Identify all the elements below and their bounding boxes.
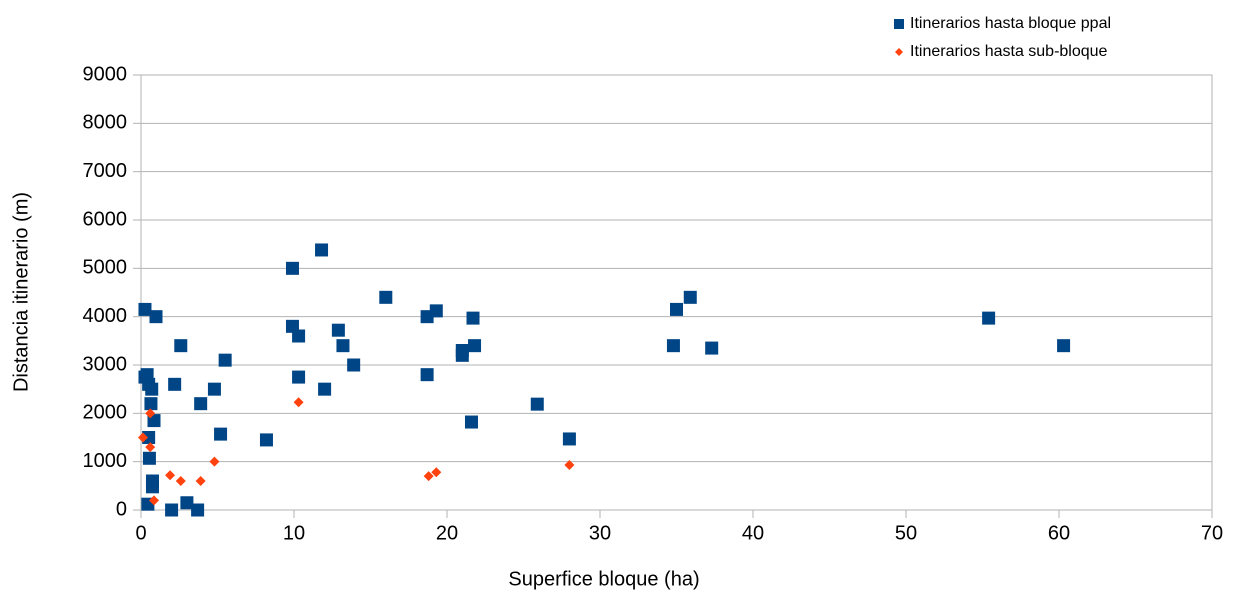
x-tick-label: 40 [742, 522, 764, 544]
point [292, 370, 306, 384]
x-tick-label: 10 [283, 522, 305, 544]
point [455, 344, 469, 357]
point [468, 339, 482, 353]
point [149, 495, 160, 506]
point [142, 451, 156, 465]
point [347, 358, 361, 372]
legend-marker [895, 48, 903, 56]
point [423, 471, 434, 482]
x-axis-label: Superfice bloque (ha) [508, 568, 699, 590]
point [705, 341, 719, 355]
point [145, 382, 159, 396]
point [431, 467, 442, 478]
point [174, 339, 188, 353]
point [285, 261, 299, 275]
point [683, 290, 697, 304]
point [145, 408, 156, 419]
point [562, 432, 576, 446]
point [331, 323, 345, 337]
point [292, 329, 306, 343]
point [466, 311, 480, 325]
point [180, 496, 194, 510]
point [670, 302, 683, 316]
point [259, 433, 273, 447]
point [464, 415, 478, 429]
point [144, 397, 158, 411]
y-tick-label: 2000 [83, 402, 128, 424]
plot-frame [140, 74, 1213, 511]
point [214, 427, 228, 441]
point [530, 397, 544, 411]
point [1057, 339, 1071, 353]
y-tick-label: 9000 [83, 63, 128, 85]
point [194, 397, 208, 411]
point [209, 456, 220, 467]
legend-marker [894, 19, 904, 29]
y-tick-label: 7000 [83, 160, 128, 182]
x-tick-label: 70 [1201, 522, 1223, 544]
point [207, 382, 221, 396]
y-axis-label: Distancia itinerario (m) [10, 192, 32, 392]
point [145, 442, 156, 453]
x-tick-label: 20 [436, 522, 458, 544]
point [191, 503, 205, 517]
point [218, 353, 232, 367]
point [429, 304, 443, 318]
point [168, 377, 182, 391]
point [666, 339, 680, 353]
x-tick-label: 30 [589, 522, 611, 544]
point [420, 368, 434, 382]
point [142, 431, 156, 444]
x-tick-label: 60 [1048, 522, 1070, 544]
y-tick-label: 3000 [83, 353, 128, 375]
y-tick-label: 0 [116, 498, 127, 520]
legend-label: Itinerarios hasta bloque ppal [910, 15, 1111, 32]
legend-label: Itinerarios hasta sub-bloque [910, 43, 1108, 60]
point [137, 432, 148, 443]
y-tick-label: 4000 [83, 305, 128, 327]
point [165, 470, 176, 481]
point [138, 302, 152, 316]
point [982, 311, 996, 325]
point [195, 476, 206, 486]
point [149, 310, 163, 324]
y-tick-label: 8000 [83, 112, 128, 134]
point [379, 290, 393, 304]
point [318, 382, 332, 396]
point [175, 476, 186, 486]
point [336, 339, 350, 353]
point [145, 480, 159, 494]
point [315, 243, 329, 257]
y-tick-label: 1000 [83, 450, 128, 472]
y-tick-label: 5000 [83, 257, 128, 279]
point [165, 503, 179, 517]
point [293, 397, 304, 408]
y-tick-label: 6000 [83, 208, 128, 230]
x-tick-label: 50 [895, 522, 917, 544]
x-tick-label: 0 [135, 522, 146, 544]
point [564, 460, 575, 471]
